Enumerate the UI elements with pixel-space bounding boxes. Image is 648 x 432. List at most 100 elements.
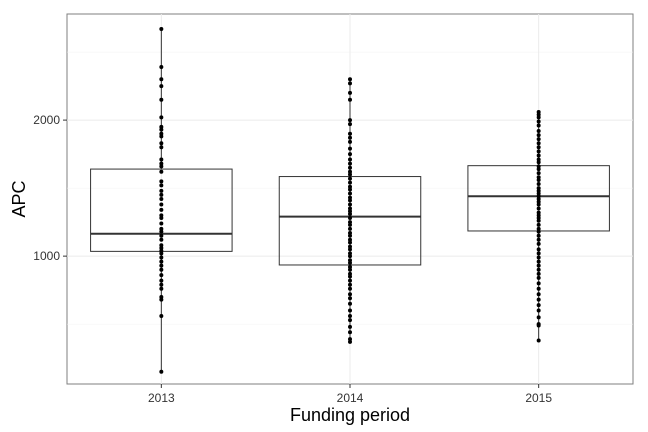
data-point (536, 145, 541, 150)
data-point (536, 271, 541, 276)
data-point (159, 134, 164, 139)
data-point (536, 237, 541, 242)
data-point (536, 133, 541, 138)
data-point (159, 207, 164, 212)
x-axis-title: Funding period (290, 405, 410, 425)
data-point (536, 115, 541, 120)
data-point (159, 313, 164, 318)
data-point (348, 146, 352, 151)
data-point (536, 267, 541, 272)
data-point (159, 192, 164, 197)
data-point (536, 263, 541, 268)
data-point (159, 65, 164, 70)
data-point (536, 167, 541, 172)
data-point (348, 222, 352, 227)
data-point (536, 182, 541, 187)
data-point (536, 202, 541, 207)
data-point (536, 315, 541, 320)
data-point (159, 237, 164, 242)
data-point (348, 330, 352, 335)
data-point (348, 292, 352, 297)
data-point (159, 221, 164, 226)
data-point (159, 263, 164, 268)
data-point (159, 157, 164, 162)
data-point (348, 278, 352, 283)
data-point (536, 160, 541, 165)
y-axis-title: APC (9, 180, 29, 217)
data-point (536, 303, 541, 308)
boxes (90, 165, 610, 266)
data-point (348, 176, 352, 181)
data-point (536, 281, 541, 286)
data-point (536, 247, 541, 252)
data-point (348, 226, 352, 231)
data-point (536, 218, 541, 223)
data-point (159, 259, 164, 264)
data-point (348, 139, 352, 144)
data-point (159, 297, 164, 302)
data-point (536, 206, 541, 211)
data-point (159, 202, 164, 207)
data-point (348, 267, 352, 272)
axes: 1000 2000 2013 2014 2015 (33, 113, 552, 405)
data-point (159, 251, 164, 256)
data-point (159, 145, 164, 150)
data-point (348, 198, 352, 203)
data-point (536, 251, 541, 256)
data-point (159, 26, 164, 31)
data-point (348, 296, 352, 301)
data-point (536, 123, 541, 128)
data-point (536, 297, 541, 302)
data-point (159, 197, 164, 201)
box-iqr (278, 176, 422, 266)
data-point (536, 233, 541, 238)
data-point (348, 247, 352, 252)
x-tick-label: 2015 (525, 391, 552, 405)
data-point (159, 188, 164, 193)
data-point (159, 267, 164, 272)
data-point (159, 115, 164, 120)
data-point (159, 179, 164, 184)
data-point (348, 131, 352, 136)
data-point (536, 308, 541, 313)
data-point (348, 339, 352, 344)
data-point (159, 233, 164, 238)
data-point (536, 137, 541, 142)
data-point (159, 84, 164, 89)
data-point (536, 177, 541, 182)
data-point (348, 157, 352, 162)
data-point (536, 222, 541, 227)
data-point (348, 172, 352, 177)
data-point (348, 81, 352, 86)
data-point (159, 183, 164, 188)
data-point (536, 259, 541, 264)
data-point (536, 119, 541, 124)
data-point (536, 171, 541, 176)
data-point (536, 323, 541, 328)
data-point (536, 229, 541, 234)
data-point (348, 324, 352, 329)
data-point (159, 273, 164, 278)
x-tick-label: 2014 (337, 391, 364, 405)
data-point (348, 152, 352, 157)
data-point (348, 301, 352, 306)
data-point (348, 165, 352, 170)
data-point (159, 255, 164, 260)
data-point (348, 286, 352, 291)
data-point (348, 282, 352, 287)
data-point (348, 308, 352, 313)
data-point (348, 260, 352, 265)
data-point (348, 135, 352, 140)
data-point (536, 286, 541, 291)
data-point (536, 241, 541, 246)
data-point (348, 122, 352, 127)
data-point (536, 292, 541, 297)
data-point (348, 180, 352, 185)
data-point (348, 233, 352, 238)
data-point (348, 313, 352, 318)
data-point (348, 318, 352, 323)
data-point (159, 127, 164, 132)
y-tick-label: 2000 (33, 113, 60, 127)
data-point (159, 141, 164, 146)
data-point (348, 118, 352, 123)
